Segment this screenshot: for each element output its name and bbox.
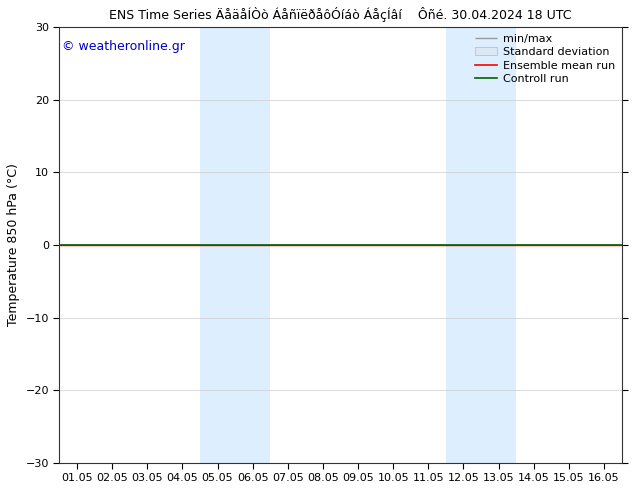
Bar xyxy=(446,27,516,463)
Bar xyxy=(200,27,270,463)
Title: ENS Time Series ÄåäåÍÒò ÁåñïëðåôÓíáò ÁåçÍâí    Ôñé. 30.04.2024 18 UTC: ENS Time Series ÄåäåÍÒò ÁåñïëðåôÓíáò Áåç… xyxy=(109,7,572,22)
Legend: min/max, Standard deviation, Ensemble mean run, Controll run: min/max, Standard deviation, Ensemble me… xyxy=(470,29,619,88)
Text: © weatheronline.gr: © weatheronline.gr xyxy=(62,40,185,53)
Y-axis label: Temperature 850 hPa (°C): Temperature 850 hPa (°C) xyxy=(7,164,20,326)
